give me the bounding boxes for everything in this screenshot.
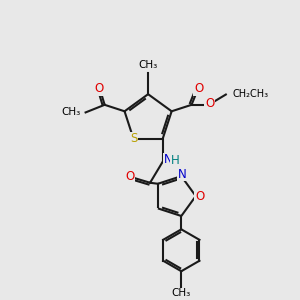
Text: N: N	[164, 153, 173, 167]
Text: CH₂CH₃: CH₂CH₃	[232, 88, 268, 99]
Text: O: O	[94, 82, 104, 95]
Text: O: O	[195, 190, 204, 202]
Text: CH₃: CH₃	[61, 107, 81, 117]
Text: CH₃: CH₃	[172, 288, 191, 298]
Text: O: O	[194, 82, 203, 95]
Text: H: H	[171, 154, 179, 167]
Text: S: S	[130, 133, 137, 146]
Text: CH₃: CH₃	[139, 60, 158, 70]
Text: O: O	[125, 170, 135, 183]
Text: O: O	[205, 98, 214, 110]
Text: N: N	[178, 168, 187, 181]
